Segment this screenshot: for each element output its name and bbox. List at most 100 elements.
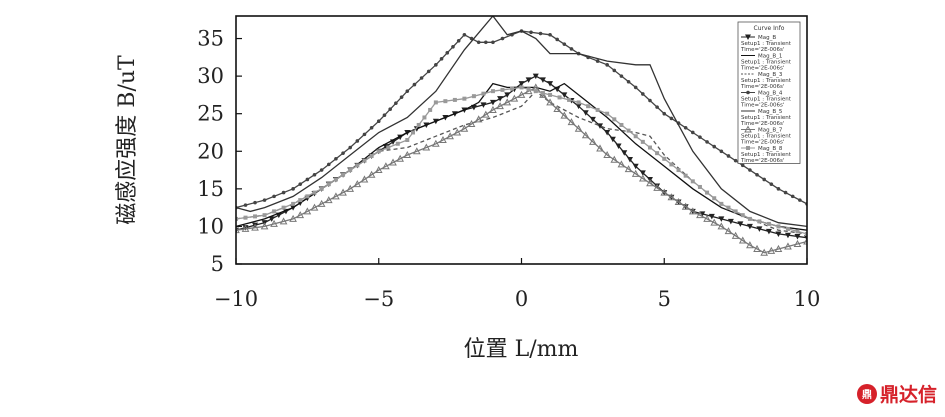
data-point — [691, 130, 695, 135]
data-point — [540, 91, 545, 96]
data-point — [667, 193, 676, 201]
data-point — [690, 179, 695, 184]
data-point — [324, 196, 333, 204]
data-point — [456, 39, 461, 43]
data-point — [561, 92, 568, 98]
data-point — [510, 94, 519, 102]
y-tick-label: 5 — [211, 252, 224, 276]
series-mag-b-5 — [236, 16, 807, 228]
data-point — [251, 223, 259, 231]
data-point — [676, 168, 681, 173]
data-point — [355, 163, 360, 168]
data-point — [641, 92, 645, 96]
data-point — [412, 82, 417, 87]
data-point — [784, 242, 792, 250]
series-line-mag-b-5 — [236, 16, 807, 228]
data-point — [795, 229, 800, 234]
data-point — [662, 111, 667, 116]
data-point — [547, 81, 554, 87]
data-point — [605, 63, 609, 67]
data-point — [422, 143, 431, 151]
data-point — [236, 226, 240, 234]
data-point — [805, 231, 807, 236]
data-point — [740, 213, 745, 218]
data-point — [422, 115, 427, 120]
data-point — [382, 144, 389, 150]
legend-series-name: Mag_B_4 — [758, 91, 783, 97]
legend-series-time: Time='2E-006s' — [740, 140, 784, 146]
data-point — [405, 89, 410, 93]
data-point — [367, 170, 376, 178]
data-point — [633, 85, 638, 90]
data-point — [747, 216, 752, 221]
data-point — [567, 97, 572, 102]
data-point — [242, 225, 249, 231]
data-point — [697, 184, 702, 189]
data-point — [760, 248, 769, 256]
x-tick-label: 5 — [658, 287, 671, 311]
data-point — [632, 163, 639, 170]
data-point — [296, 211, 305, 219]
data-point — [589, 137, 597, 145]
watermark-logo-icon: 鼎 — [856, 383, 877, 404]
data-point — [509, 86, 514, 91]
data-point — [236, 216, 238, 221]
data-point — [589, 116, 596, 123]
data-point — [519, 85, 524, 90]
x-axis-label: 位置 L/mm — [464, 337, 579, 362]
data-point — [518, 81, 525, 87]
series-mag-b-8 — [236, 85, 807, 236]
legend-series-note: Setup1 : Transient — [741, 115, 792, 121]
data-point — [332, 192, 340, 200]
data-point — [539, 77, 546, 83]
data-point — [655, 105, 659, 109]
y-tick-label: 35 — [197, 27, 224, 51]
data-point — [445, 51, 450, 55]
data-point — [574, 124, 583, 132]
data-point — [471, 94, 476, 99]
data-point — [662, 156, 667, 161]
data-point — [753, 244, 761, 252]
data-point — [374, 166, 383, 174]
data-point — [533, 89, 538, 94]
series-mag-b-7 — [236, 83, 807, 256]
legend-marker — [746, 90, 750, 95]
data-point — [353, 180, 362, 188]
data-point — [262, 198, 267, 202]
data-point — [462, 96, 467, 101]
data-point — [803, 237, 807, 245]
data-point — [281, 190, 286, 195]
data-point — [399, 95, 404, 99]
data-point — [553, 104, 562, 112]
data-point — [489, 105, 497, 113]
data-point — [790, 194, 795, 199]
data-point — [548, 92, 553, 97]
data-point — [369, 125, 374, 130]
data-point — [279, 217, 288, 225]
data-point — [395, 141, 400, 146]
data-point — [785, 226, 790, 231]
data-point — [615, 143, 622, 150]
data-point — [272, 194, 276, 199]
data-point — [595, 59, 600, 63]
data-point — [612, 117, 617, 122]
data-point — [503, 98, 512, 106]
data-point — [529, 30, 533, 35]
data-point — [484, 40, 488, 45]
data-point — [548, 32, 552, 37]
data-point — [439, 135, 447, 143]
legend-series-time: Time='2E-006s' — [740, 121, 784, 127]
y-tick-label: 20 — [197, 139, 224, 163]
legend-marker — [745, 34, 751, 40]
data-point — [698, 135, 702, 139]
legend-series-time: Time='2E-006s' — [740, 47, 784, 53]
data-point — [762, 177, 766, 182]
data-point — [281, 205, 286, 210]
legend-series-time: Time='2E-006s' — [740, 158, 784, 164]
x-tick-label: −5 — [363, 287, 394, 311]
data-point — [452, 97, 457, 102]
data-point — [798, 198, 802, 202]
